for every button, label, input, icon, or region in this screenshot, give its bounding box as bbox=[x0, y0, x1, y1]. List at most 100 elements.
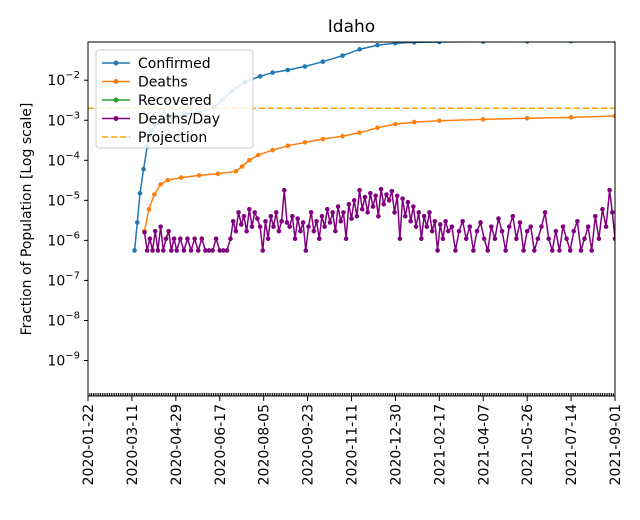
legend: Confirmed Deaths Recovered Deaths/Day Projec… bbox=[95, 49, 254, 149]
deaths-day-point bbox=[236, 210, 241, 215]
deaths-day-point bbox=[224, 248, 230, 253]
x-tick-label: 2020-04-29 bbox=[169, 404, 185, 485]
deaths-day-point bbox=[365, 210, 370, 215]
deaths-day-point bbox=[325, 206, 330, 212]
legend-marker bbox=[113, 60, 119, 66]
deaths-day-point bbox=[273, 210, 279, 215]
legend-marker bbox=[113, 116, 119, 121]
deaths-day-point bbox=[376, 213, 381, 219]
deaths-day-point bbox=[281, 187, 287, 193]
deaths-day-point bbox=[233, 228, 239, 234]
deaths-day-point bbox=[607, 187, 612, 193]
deaths-day-point bbox=[217, 248, 223, 253]
confirmed-point bbox=[411, 42, 417, 45]
deaths-day-point bbox=[292, 236, 298, 242]
confirmed-point bbox=[132, 248, 137, 253]
legend-label: Deaths/Day bbox=[138, 112, 220, 128]
deaths-day-point bbox=[213, 236, 219, 242]
deaths-day-point bbox=[456, 228, 462, 234]
confirmed-point bbox=[320, 59, 326, 64]
legend-entry-deaths: Deaths bbox=[102, 75, 188, 91]
deaths-day-point bbox=[343, 236, 349, 242]
deaths-day-point bbox=[195, 248, 201, 253]
deaths-day-point bbox=[467, 224, 473, 229]
y-tick-label: 10−7 bbox=[47, 270, 80, 289]
deaths-day-point bbox=[171, 236, 177, 242]
deaths-point bbox=[411, 119, 417, 125]
legend-box bbox=[95, 49, 254, 149]
deaths-day-point bbox=[610, 210, 615, 215]
deaths-day-point bbox=[252, 210, 258, 215]
deaths-day-point bbox=[478, 220, 483, 225]
confirmed-point bbox=[375, 42, 380, 48]
deaths-day-point bbox=[419, 236, 424, 242]
y-tick-label: 10−6 bbox=[47, 230, 80, 249]
deaths-point bbox=[233, 169, 239, 174]
deaths-day-point bbox=[521, 248, 526, 253]
legend-entry-deaths-day: Deaths/Day bbox=[102, 112, 220, 128]
deaths-day-point bbox=[474, 228, 480, 234]
deaths-day-point bbox=[449, 224, 455, 229]
deaths-day-point bbox=[517, 220, 523, 225]
deaths-day-point bbox=[351, 198, 357, 203]
deaths-day-point bbox=[373, 193, 378, 199]
legend-label: Confirmed bbox=[138, 56, 211, 72]
deaths-day-point bbox=[333, 228, 338, 234]
deaths-day-point bbox=[381, 201, 387, 207]
deaths-point bbox=[165, 177, 171, 183]
deaths-day-point bbox=[298, 228, 303, 234]
deaths-day-point bbox=[300, 220, 306, 225]
deaths-day-point bbox=[567, 248, 573, 253]
deaths-day-point bbox=[257, 224, 263, 229]
deaths-day-point bbox=[260, 248, 266, 253]
confirmed-point bbox=[393, 42, 398, 46]
deaths-day-point bbox=[238, 222, 244, 227]
legend-marker bbox=[113, 79, 119, 84]
deaths-day-point bbox=[271, 224, 276, 229]
x-tick-label: 2020-03-11 bbox=[125, 404, 141, 485]
deaths-day-point bbox=[368, 190, 373, 196]
deaths-day-point bbox=[346, 201, 352, 207]
deaths-point bbox=[152, 192, 157, 197]
deaths-point bbox=[255, 152, 261, 158]
deaths-day-point bbox=[416, 210, 422, 215]
deaths-point bbox=[285, 143, 291, 149]
deaths-day-point bbox=[394, 193, 400, 199]
legend-entry-confirmed: Confirmed bbox=[102, 56, 211, 72]
deaths-day-point bbox=[392, 210, 397, 215]
deaths-day-point bbox=[413, 224, 419, 229]
deaths-day-point bbox=[230, 218, 236, 224]
x-tick-label: 2020-09-23 bbox=[301, 404, 317, 485]
deaths-day-point bbox=[582, 236, 587, 242]
deaths-day-point bbox=[503, 248, 508, 253]
deaths-day-point bbox=[384, 192, 389, 197]
legend-marker bbox=[113, 97, 119, 103]
deaths-day-point bbox=[221, 248, 226, 253]
deaths-point bbox=[247, 157, 252, 163]
deaths-day-point bbox=[492, 236, 498, 242]
deaths-day-point bbox=[265, 236, 271, 242]
x-tick-label: 2020-12-30 bbox=[388, 404, 404, 485]
deaths-day-point bbox=[210, 248, 215, 253]
deaths-point bbox=[568, 115, 574, 120]
x-tick-label: 2020-08-05 bbox=[257, 404, 273, 485]
confirmed-point bbox=[357, 47, 362, 52]
deaths-day-point bbox=[560, 224, 566, 229]
y-axis-label: Fraction of Population [Log scale] bbox=[19, 103, 35, 336]
deaths-day-point bbox=[327, 220, 333, 225]
deaths-day-point bbox=[359, 206, 365, 212]
deaths-day-point bbox=[247, 206, 252, 212]
deaths-point bbox=[612, 113, 615, 119]
legend-entry-projection: Projection bbox=[102, 130, 207, 146]
deaths-day-point bbox=[564, 236, 569, 242]
x-tick-label: 2020-06-17 bbox=[213, 404, 229, 485]
deaths-day-point bbox=[421, 213, 427, 219]
deaths-day-point bbox=[255, 216, 260, 221]
deaths-day-point bbox=[542, 210, 548, 215]
deaths-day-point bbox=[203, 248, 208, 253]
deaths-point bbox=[196, 173, 202, 178]
deaths-day-point bbox=[306, 224, 311, 229]
deaths-day-point bbox=[303, 248, 309, 253]
deaths-day-point bbox=[150, 248, 155, 253]
